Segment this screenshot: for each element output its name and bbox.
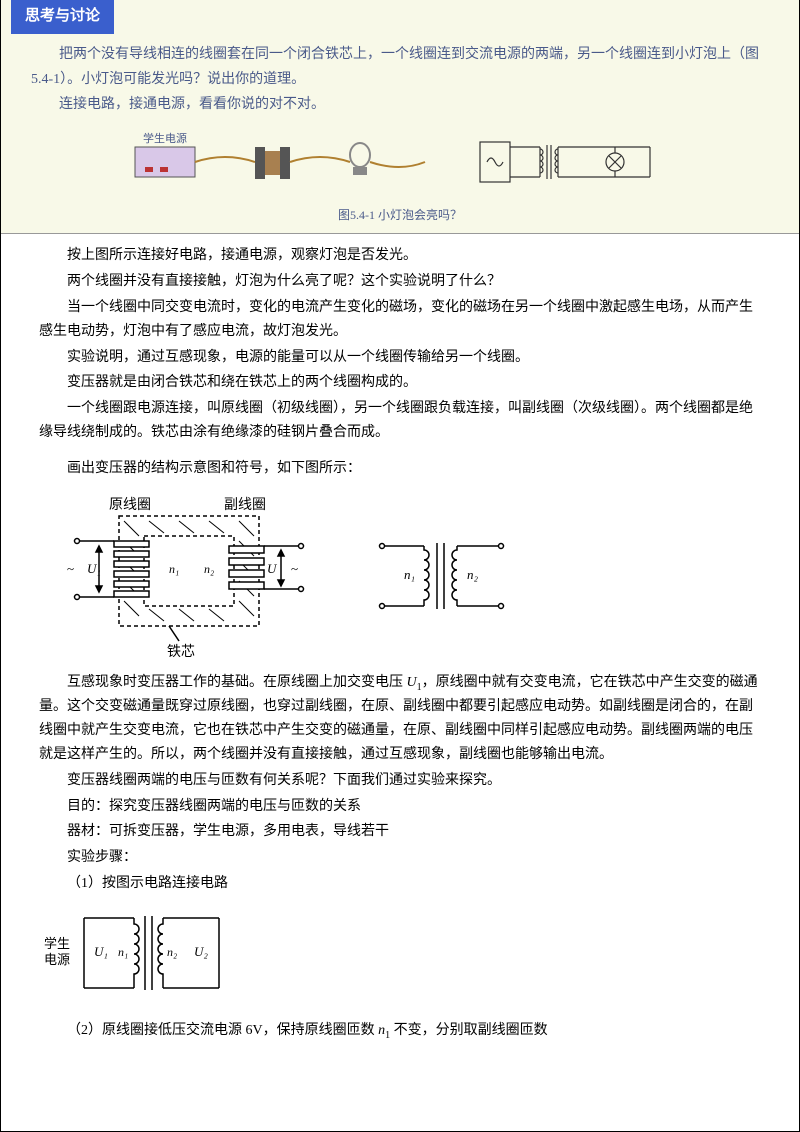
figure-caption: 图5.4-1 小灯泡会亮吗？ (1, 205, 799, 225)
page-container: 思考与讨论 把两个没有导线相连的线圈套在同一个闭合铁芯上，一个线圈连到交流电源的… (0, 0, 800, 1132)
circuit-photo-icon: 学生电源 (125, 127, 455, 197)
body-content: 按上图所示连接好电路，接通电源，观察灯泡是否发光。 两个线圈并没有直接接触，灯泡… (1, 234, 799, 1057)
schematic-icon (475, 127, 675, 197)
circuit2-icon: 学生 电源 U₁ n₁ n₂ U₂ (39, 898, 269, 1008)
para-11: 器材：可拆变压器，学生电源，多用电表，导线若干 (39, 820, 761, 844)
discussion-header: 思考与讨论 (11, 0, 114, 34)
label-tilde-left: ~ (67, 561, 74, 576)
c2-n2: n₂ (167, 945, 177, 959)
p8-u1: U (407, 675, 417, 690)
c2-u2: U₂ (194, 944, 208, 959)
discussion-line2: 连接电路，接通电源，看看你说的对不对。 (31, 92, 769, 117)
transformer-symbol-icon: n₁ n₂ (369, 521, 529, 631)
discussion-body: 把两个没有导线相连的线圈套在同一个闭合铁芯上，一个线圈连到交流电源的两端，另一个… (1, 34, 799, 122)
label-primary: 原线圈 (109, 497, 151, 513)
diagram-row-2: 学生 电源 U₁ n₁ n₂ U₂ (39, 898, 761, 1017)
p14-suffix: 不变，分别取副线圈匝数 (390, 1023, 548, 1038)
para-5: 变压器就是由闭合铁芯和绕在铁芯上的两个线圈构成的。 (39, 371, 761, 395)
para-2: 两个线圈并没有直接接触，灯泡为什么亮了呢？这个实验说明了什么？ (39, 270, 761, 294)
label-u: U (267, 561, 278, 576)
discussion-line1: 把两个没有导线相连的线圈套在同一个闭合铁芯上，一个线圈连到交流电源的两端，另一个… (31, 42, 769, 92)
label-tilde-right: ~ (291, 561, 298, 576)
circuit-row: 学生电源 (1, 121, 799, 203)
discussion-section: 思考与讨论 把两个没有导线相连的线圈套在同一个闭合铁芯上，一个线圈连到交流电源的… (1, 0, 799, 234)
p8-prefix: 互感现象时变压器工作的基础。在原线圈上加交变电压 (67, 675, 407, 690)
c2-source-2: 电源 (44, 952, 70, 967)
label-n2: n₂ (204, 562, 214, 576)
label-core: 铁芯 (167, 644, 195, 660)
para-13: （1）按图示电路连接电路 (39, 872, 761, 896)
c2-n1: n₁ (118, 945, 128, 959)
page-inner: 思考与讨论 把两个没有导线相连的线圈套在同一个闭合铁芯上，一个线圈连到交流电源的… (1, 0, 799, 1057)
c2-u1: U₁ (94, 944, 108, 959)
para-10: 目的：探究变压器线圈两端的电压与匝数的关系 (39, 795, 761, 819)
power-label: 学生电源 (143, 131, 187, 145)
para-3: 当一个线圈中同交变电流时，变化的电流产生变化的磁场，变化的磁场在另一个线圈中激起… (39, 296, 761, 344)
para-6: 一个线圈跟电源连接，叫原线圈（初级线圈），另一个线圈跟负载连接，叫副线圈（次级线… (39, 397, 761, 445)
para-9: 变压器线圈两端的电压与匝数有何关系呢？下面我们通过实验来探究。 (39, 769, 761, 793)
para-14: （2）原线圈接低压交流电源 6V，保持原线圈匝数 n1 不变，分别取副线圈匝数 (39, 1019, 761, 1044)
para-8: 互感现象时变压器工作的基础。在原线圈上加交变电压 U1，原线圈中就有交变电流，它… (39, 671, 761, 767)
para-4: 实验说明，通过互感现象，电源的能量可以从一个线圈传输给另一个线圈。 (39, 346, 761, 370)
symbol-n1: n₁ (404, 567, 415, 582)
diagram-row-1: 原线圈 副线圈 ~ U₁ n₁ n₂ U ~ 铁芯 (39, 483, 761, 669)
transformer-structure-icon: 原线圈 副线圈 ~ U₁ n₁ n₂ U ~ 铁芯 (59, 491, 309, 661)
label-secondary: 副线圈 (224, 497, 266, 513)
para-12: 实验步骤： (39, 846, 761, 870)
p14-prefix: （2）原线圈接低压交流电源 6V，保持原线圈匝数 (67, 1023, 378, 1038)
para-1: 按上图所示连接好电路，接通电源，观察灯泡是否发光。 (39, 244, 761, 268)
para-7: 画出变压器的结构示意图和符号，如下图所示： (39, 457, 761, 481)
label-u1: U₁ (87, 561, 101, 576)
label-n1: n₁ (169, 562, 179, 576)
c2-source-1: 学生 (44, 936, 70, 951)
symbol-n2: n₂ (467, 567, 479, 582)
